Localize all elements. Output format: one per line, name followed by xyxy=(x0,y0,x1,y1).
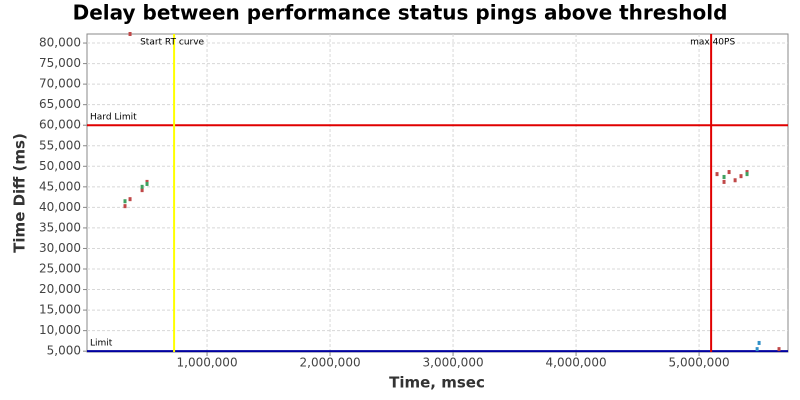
point xyxy=(727,170,731,175)
point xyxy=(739,174,743,179)
y-tick-label: 70,000 xyxy=(39,77,81,91)
y-tick-label: 45,000 xyxy=(39,179,81,193)
y-tick-label: 55,000 xyxy=(39,138,81,152)
y-tick-label: 80,000 xyxy=(39,36,81,50)
y-tick-label: 25,000 xyxy=(39,262,81,276)
point xyxy=(722,179,726,184)
point xyxy=(722,174,726,179)
reference-label: Hard Limit xyxy=(90,113,137,123)
point xyxy=(145,179,149,184)
point xyxy=(123,204,127,209)
point xyxy=(777,347,781,352)
point xyxy=(755,347,759,352)
y-tick-label: 15,000 xyxy=(39,303,81,317)
point xyxy=(140,188,144,193)
reference-label: Start RT curve xyxy=(140,38,204,48)
y-tick-label: 5,000 xyxy=(47,344,81,358)
point xyxy=(745,170,749,175)
y-tick-label: 50,000 xyxy=(39,159,81,173)
reference-label: Limit xyxy=(90,339,113,349)
point xyxy=(140,184,144,189)
x-tick-label: 3,000,000 xyxy=(423,356,484,370)
point xyxy=(733,178,737,183)
plot-area xyxy=(86,33,789,353)
point xyxy=(145,181,149,186)
y-tick-label: 65,000 xyxy=(39,97,81,111)
y-tick-label: 60,000 xyxy=(39,118,81,132)
y-tick-label: 75,000 xyxy=(39,56,81,70)
chart-title: Delay between performance status pings a… xyxy=(73,1,728,25)
y-tick-label: 20,000 xyxy=(39,282,81,296)
x-tick-label: 2,000,000 xyxy=(300,356,361,370)
point xyxy=(757,340,761,345)
y-tick-label: 40,000 xyxy=(39,200,81,214)
x-tick-label: 4,000,000 xyxy=(546,356,607,370)
x-axis-label: Time, msec xyxy=(389,374,485,392)
point xyxy=(123,199,127,204)
y-axis-label: Time Diff (ms) xyxy=(11,133,29,253)
point xyxy=(745,172,749,177)
y-tick-label: 30,000 xyxy=(39,241,81,255)
x-tick-label: 5,000,000 xyxy=(669,356,730,370)
x-tick-label: 1,000,000 xyxy=(177,356,238,370)
y-tick-label: 35,000 xyxy=(39,220,81,234)
point xyxy=(715,172,719,177)
reference-label: max 40PS xyxy=(690,38,735,48)
point xyxy=(128,197,132,202)
y-tick-label: 10,000 xyxy=(39,323,81,337)
point xyxy=(128,32,132,36)
